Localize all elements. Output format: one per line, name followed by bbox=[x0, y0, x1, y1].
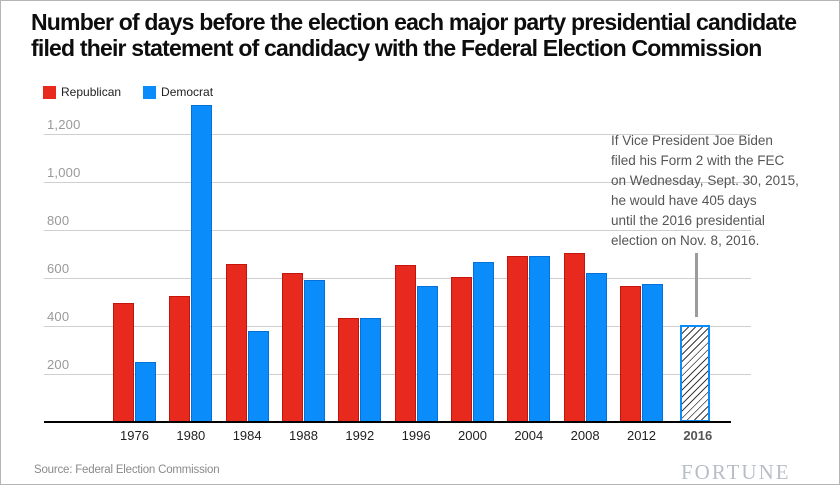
bar-republican-1980 bbox=[169, 296, 191, 422]
x-tick-label-1992: 1992 bbox=[345, 428, 375, 443]
x-tick-label-2000: 2000 bbox=[458, 428, 487, 443]
bar-republican-2004 bbox=[507, 256, 529, 422]
gridline-1000 bbox=[44, 182, 751, 183]
bar-republican-2000 bbox=[450, 276, 472, 422]
x-tick-label-1976: 1976 bbox=[120, 428, 149, 443]
x-tick-label-1984: 1984 bbox=[232, 428, 262, 443]
bar-republican-1992 bbox=[338, 317, 360, 422]
bar-projected-2016 bbox=[679, 324, 710, 422]
x-axis bbox=[44, 421, 731, 423]
gridline-800 bbox=[44, 230, 751, 231]
y-tick-label-600: 600 bbox=[47, 261, 70, 276]
bar-democrat-1992 bbox=[360, 317, 382, 422]
y-tick-label-800: 800 bbox=[47, 213, 70, 228]
fortune-logo: FORTUNE bbox=[681, 460, 791, 484]
chart-title-line1: Number of days before the election each … bbox=[31, 9, 797, 35]
bar-republican-1988 bbox=[281, 273, 303, 422]
democrat-color-swatch bbox=[143, 85, 157, 99]
legend: Republican Democrat bbox=[43, 85, 235, 99]
bar-republican-1976 bbox=[113, 303, 134, 422]
bar-democrat-2004 bbox=[529, 256, 551, 422]
gridline-1200 bbox=[44, 134, 751, 135]
x-tick-label-2016: 2016 bbox=[683, 428, 713, 443]
republican-color-swatch bbox=[43, 85, 56, 99]
bar-democrat-1988 bbox=[303, 280, 325, 422]
x-tick-label-1988: 1988 bbox=[289, 428, 318, 443]
annotation-leader-line bbox=[695, 253, 698, 317]
bar-democrat-2012 bbox=[641, 284, 663, 422]
y-tick-label-1000: 1,000 bbox=[47, 165, 81, 180]
bar-republican-2012 bbox=[619, 286, 641, 422]
bar-democrat-1976 bbox=[135, 362, 156, 422]
legend-item-democrat: Democrat bbox=[143, 85, 213, 99]
bar-democrat-2000 bbox=[472, 262, 494, 422]
bar-republican-1984 bbox=[225, 263, 247, 422]
legend-label-republican: Republican bbox=[61, 85, 122, 99]
x-tick-label-2004: 2004 bbox=[514, 428, 544, 443]
y-tick-label-200: 200 bbox=[47, 357, 70, 372]
bar-democrat-1984 bbox=[247, 330, 269, 422]
x-tick-label-1996: 1996 bbox=[401, 428, 431, 443]
chart-title-line2: filed their statement of candidacy with … bbox=[31, 35, 762, 61]
bar-democrat-1980 bbox=[191, 105, 213, 422]
bar-republican-2008 bbox=[563, 252, 585, 422]
legend-label-democrat: Democrat bbox=[161, 85, 214, 99]
bar-republican-1996 bbox=[394, 264, 416, 422]
y-tick-label-400: 400 bbox=[47, 309, 70, 324]
x-tick-label-1980: 1980 bbox=[176, 428, 206, 443]
annotation-text: If Vice President Joe Biden filed his Fo… bbox=[611, 133, 799, 248]
bar-democrat-1996 bbox=[416, 286, 438, 422]
y-tick-label-1200: 1,200 bbox=[47, 117, 81, 132]
chart-title: Number of days before the election each … bbox=[31, 9, 797, 61]
bar-democrat-2008 bbox=[585, 273, 607, 422]
source-note: Source: Federal Election Commission bbox=[34, 464, 220, 476]
x-tick-label-2008: 2008 bbox=[570, 428, 600, 443]
legend-item-republican: Republican bbox=[43, 85, 121, 99]
x-tick-label-2012: 2012 bbox=[627, 428, 656, 443]
